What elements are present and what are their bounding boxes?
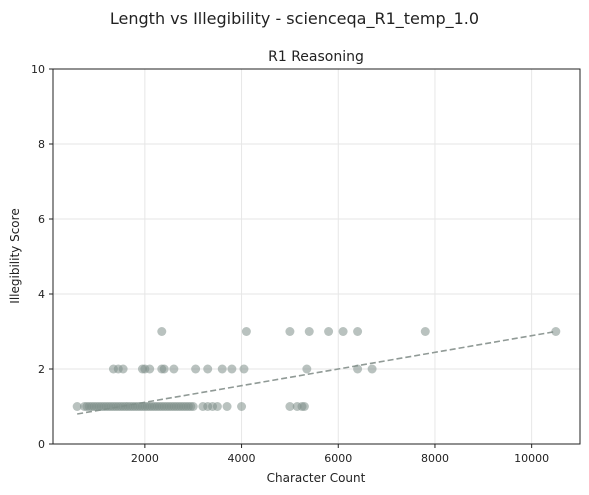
- x-axis-label: Character Count: [267, 471, 366, 485]
- data-points: [72, 327, 561, 411]
- data-point: [367, 364, 377, 374]
- data-point: [227, 364, 237, 374]
- data-point: [241, 327, 251, 336]
- chart-suptitle: Length vs Illegibility - scienceqa_R1_te…: [110, 9, 479, 29]
- data-point: [420, 327, 430, 336]
- data-point: [237, 402, 247, 411]
- data-point: [299, 402, 309, 411]
- data-point: [212, 402, 222, 411]
- plot-area-frame: [52, 68, 581, 445]
- x-tick-label: 4000: [228, 452, 256, 465]
- y-axis-label: Illegibility Score: [8, 208, 22, 303]
- y-tick-label: 0: [38, 438, 45, 451]
- y-tick-label: 6: [38, 213, 45, 226]
- data-point: [191, 364, 201, 374]
- data-point: [551, 327, 561, 336]
- data-point: [222, 402, 232, 411]
- data-point: [72, 402, 82, 411]
- data-point: [217, 364, 227, 374]
- data-point: [188, 402, 198, 411]
- x-tick-label: 2000: [131, 452, 159, 465]
- y-tick-label: 4: [38, 288, 45, 301]
- data-point: [285, 327, 295, 336]
- data-point: [239, 364, 249, 374]
- y-tick-label: 2: [38, 363, 45, 376]
- data-point: [203, 364, 213, 374]
- data-point: [302, 364, 312, 374]
- data-point: [353, 327, 363, 336]
- data-point: [118, 364, 128, 374]
- data-point: [285, 402, 295, 411]
- y-tick-label: 8: [38, 138, 45, 151]
- data-point: [338, 327, 348, 336]
- data-point: [157, 327, 167, 336]
- x-tick-label: 8000: [421, 452, 449, 465]
- data-point: [353, 364, 363, 374]
- data-point: [145, 364, 155, 374]
- gridlines: [53, 68, 580, 445]
- x-tick-label: 10000: [514, 452, 549, 465]
- data-point: [324, 327, 334, 336]
- data-point: [159, 364, 169, 374]
- y-axis-ticks: 0 2 4 6 8 10: [31, 63, 53, 451]
- data-point: [169, 364, 179, 374]
- data-point: [304, 327, 314, 336]
- x-axis-ticks: 2000 4000 6000 8000 10000: [131, 444, 549, 465]
- x-tick-label: 6000: [324, 452, 352, 465]
- y-tick-label: 10: [31, 63, 45, 76]
- chart-title: R1 Reasoning: [268, 49, 364, 65]
